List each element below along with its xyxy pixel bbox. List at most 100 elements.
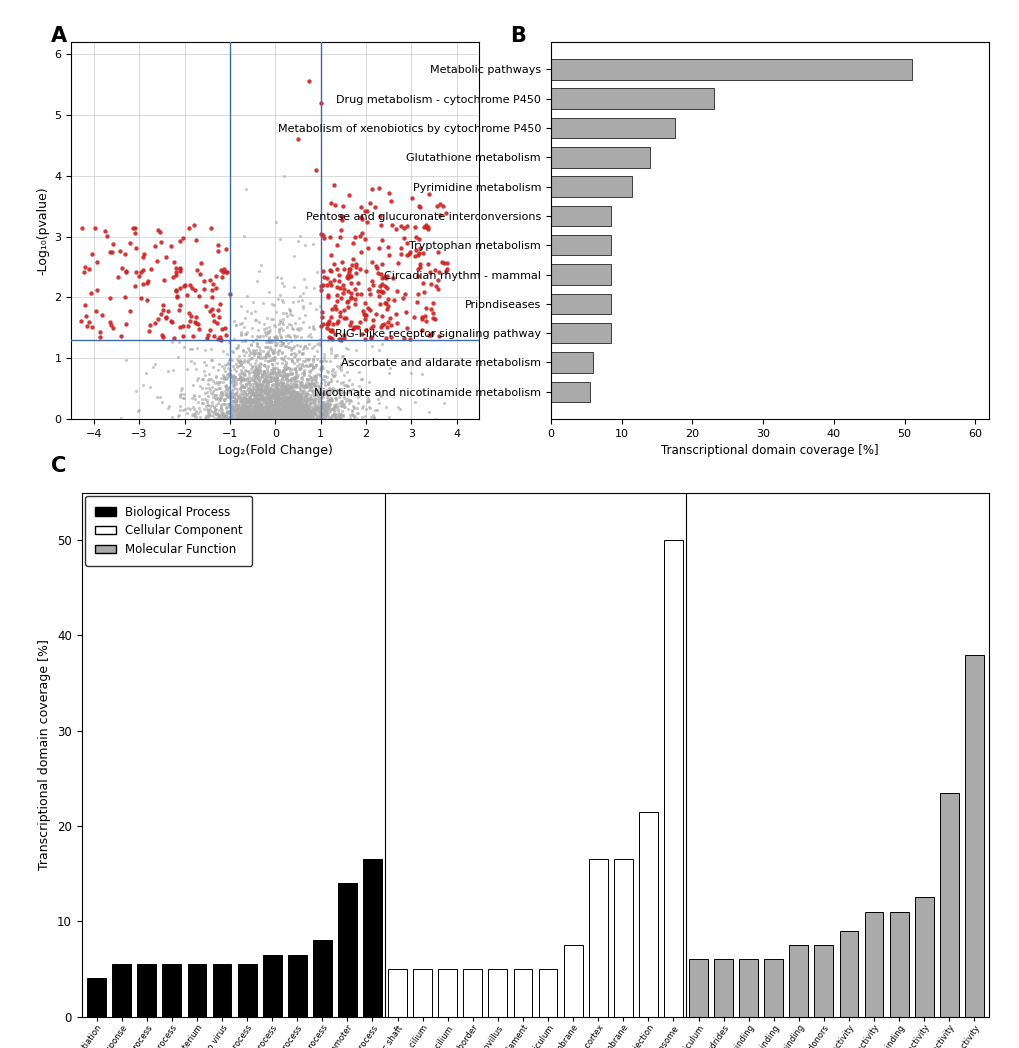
Point [265,400,281,417]
Point [363,409,379,425]
Point [280,384,297,400]
Point [339,269,356,286]
Point [373,388,389,405]
Point [330,331,346,348]
Point [288,391,305,408]
Point [364,274,380,290]
Point [325,408,341,424]
Point [281,400,298,417]
Point [271,401,287,418]
Point [293,369,310,386]
Point [278,405,294,421]
Point [283,398,300,415]
Point [256,377,272,394]
Point [323,400,339,417]
Point [269,392,285,409]
Point [187,402,204,419]
Point [326,367,342,384]
Point [222,405,238,421]
Point [294,341,311,357]
Point [269,395,285,412]
Point [278,395,294,412]
Point [175,401,192,418]
Point [231,394,248,411]
Point [221,398,237,415]
Point [247,399,263,416]
Point [265,342,281,358]
Point [278,383,294,399]
Point [230,405,247,421]
Point [326,397,342,414]
Point [305,390,321,407]
Point [225,388,242,405]
Point [298,391,314,408]
Point [274,409,290,425]
Point [275,390,291,407]
Point [322,390,338,407]
Point [360,391,376,408]
Point [128,263,145,280]
Point [270,390,286,407]
Point [314,385,330,401]
Point [204,394,220,411]
Point [255,408,271,424]
Point [294,398,311,415]
Point [312,383,328,399]
Point [288,406,305,422]
Point [344,407,361,423]
Point [315,316,331,333]
Point [242,394,258,411]
Point [258,406,274,422]
Point [348,410,365,427]
Point [262,405,278,421]
Point [210,394,226,411]
Point [238,386,255,402]
Point [259,381,275,398]
Point [252,370,268,387]
Point [262,393,278,410]
Point [306,368,322,385]
Point [222,391,238,408]
Point [273,403,289,420]
Point [187,308,204,325]
Point [254,389,270,406]
Point [268,401,284,418]
Point [172,398,189,415]
Point [287,376,304,393]
Point [267,392,283,409]
Point [265,388,281,405]
Point [315,398,331,415]
Point [373,276,389,292]
Point [363,329,379,346]
Point [345,319,362,335]
Point [278,393,294,410]
Point [236,393,253,410]
Point [213,384,229,400]
Point [240,394,257,411]
Point [321,386,337,402]
Point [280,339,297,355]
Point [236,362,253,378]
Point [358,322,374,339]
Point [269,398,285,415]
Point [275,400,291,417]
Point [318,397,334,414]
Point [233,400,250,417]
Point [318,315,334,332]
Point [292,400,309,417]
Point [276,379,292,396]
Point [214,387,230,403]
Point [298,402,314,419]
Point [264,396,280,413]
Point [290,402,307,419]
Point [259,411,275,428]
Point [269,409,285,425]
Point [298,403,314,420]
Point [256,364,272,380]
Point [322,352,338,369]
Point [300,371,316,388]
Point [267,378,283,395]
Point [247,396,263,413]
Point [262,368,278,385]
Point [262,372,278,389]
